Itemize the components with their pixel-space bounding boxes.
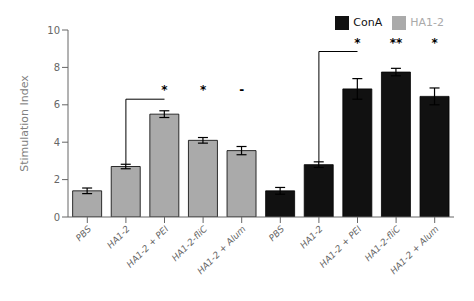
svg-text:*: *: [200, 83, 207, 97]
svg-text:HA1-2 + PEI: HA1-2 + PEI: [125, 224, 171, 270]
svg-text:10: 10: [47, 25, 60, 36]
html-text:ConA: ConA: [353, 16, 383, 29]
svg-text:*: *: [432, 36, 439, 50]
svg-text:HA1-2: HA1-2: [105, 224, 132, 251]
svg-text:2: 2: [54, 174, 60, 185]
svg-text:PBS: PBS: [267, 224, 287, 244]
svg-text:HA1-2-fliC: HA1-2-fliC: [170, 223, 210, 263]
svg-text:*: *: [354, 36, 361, 50]
svg-text:*: *: [161, 83, 168, 97]
svg-text:HA1-2 + PEI: HA1-2 + PEI: [318, 224, 364, 270]
svg-text:0: 0: [54, 212, 60, 223]
svg-text:4: 4: [54, 137, 60, 148]
html-text:HA1-2: HA1-2: [410, 16, 444, 29]
svg-text:Stimulation Index: Stimulation Index: [18, 75, 31, 172]
svg-text:6: 6: [54, 99, 60, 110]
svg-text:HA1-2: HA1-2: [298, 224, 325, 251]
svg-text:PBS: PBS: [74, 224, 94, 244]
svg-text:-: -: [239, 83, 244, 97]
svg-text:HA1-2 + Alum: HA1-2 + Alum: [195, 224, 248, 277]
svg-text:8: 8: [54, 62, 60, 73]
svg-text:**: **: [390, 36, 403, 50]
svg-text:HA1-2 + Alum: HA1-2 + Alum: [388, 224, 441, 277]
svg-text:HA1-2-fliC: HA1-2-fliC: [363, 223, 403, 263]
